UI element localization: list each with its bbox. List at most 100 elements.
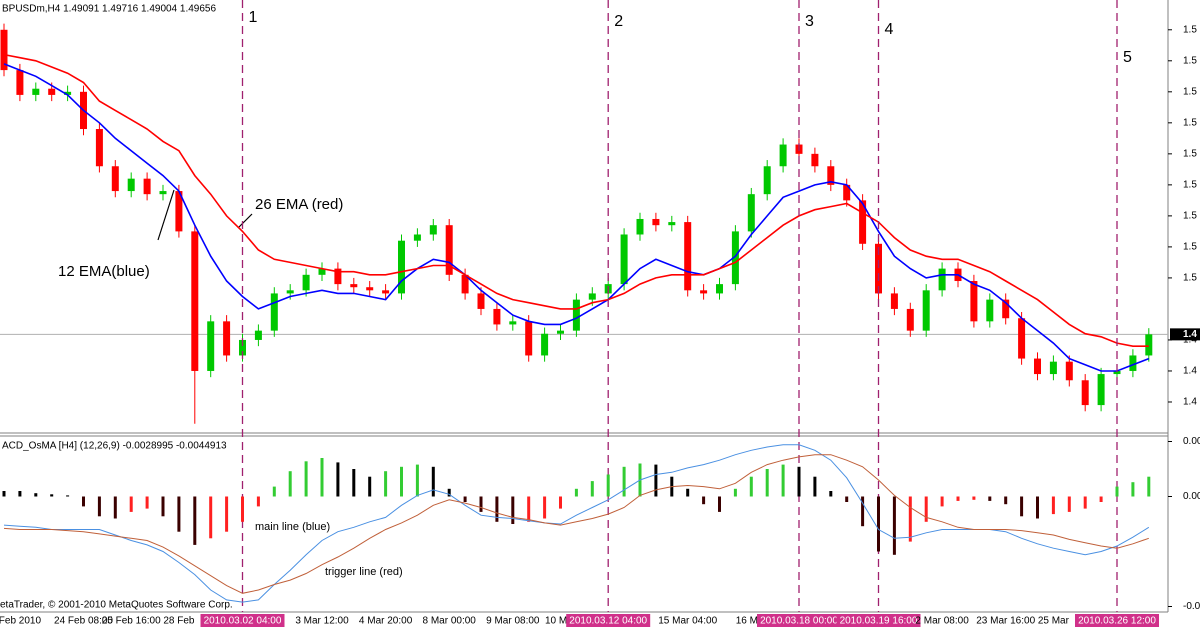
current-price-label: 1.4 bbox=[1183, 329, 1197, 340]
macd-line bbox=[3, 444, 1150, 603]
y-tick-label: 1.5 bbox=[1183, 242, 1197, 253]
candle-body bbox=[1034, 358, 1041, 375]
osma-bar bbox=[66, 495, 70, 497]
candle-body bbox=[509, 321, 517, 325]
candle-body bbox=[239, 339, 246, 356]
marker-label: 5 bbox=[1123, 49, 1132, 66]
osma-bar bbox=[495, 496, 499, 522]
date-highlight bbox=[836, 614, 921, 627]
candle-body bbox=[636, 218, 644, 235]
x-tick-label: 2010.03.12 04:00 bbox=[569, 616, 647, 627]
candle-body bbox=[827, 166, 835, 185]
candle-body bbox=[318, 268, 326, 275]
osma-bar bbox=[352, 469, 356, 497]
osma-bar bbox=[256, 496, 260, 507]
osma-bar bbox=[988, 496, 992, 501]
candle-body bbox=[525, 321, 533, 356]
ema-line bbox=[3, 63, 1150, 372]
osma-bar bbox=[384, 471, 388, 497]
osma-bar bbox=[543, 496, 547, 519]
osma-bar bbox=[733, 488, 737, 497]
candle-body bbox=[445, 225, 453, 275]
osma-bar bbox=[113, 496, 117, 519]
osma-bar bbox=[336, 462, 340, 497]
osma-bar bbox=[161, 496, 165, 517]
osma-bar bbox=[177, 496, 181, 532]
osma-bar bbox=[940, 496, 944, 507]
candle-body bbox=[254, 330, 262, 340]
candle-body bbox=[588, 293, 596, 300]
osma-bar bbox=[1099, 496, 1103, 502]
candle-body bbox=[1049, 361, 1057, 375]
chart-header: BPUSDm,H4 1.49091 1.49716 1.49004 1.4965… bbox=[2, 4, 216, 15]
candle-body bbox=[493, 308, 501, 325]
current-price-box bbox=[1170, 328, 1200, 341]
candle-body bbox=[0, 29, 8, 71]
date-highlight bbox=[200, 614, 285, 627]
candle-body bbox=[302, 274, 310, 291]
osma-bar bbox=[527, 496, 531, 522]
candle-body bbox=[906, 308, 914, 331]
candle-body bbox=[572, 299, 580, 331]
candle-body bbox=[207, 321, 215, 371]
candle-body bbox=[811, 153, 819, 167]
candle-body bbox=[143, 178, 151, 195]
marker-label: 4 bbox=[885, 21, 894, 38]
y-tick-label: 1.5 bbox=[1183, 24, 1197, 35]
osma-bar bbox=[559, 496, 562, 509]
osma-bar bbox=[415, 464, 419, 497]
candle-body bbox=[1113, 370, 1121, 375]
candle-body bbox=[620, 234, 628, 285]
osma-bar bbox=[400, 466, 403, 497]
osma-bar bbox=[368, 476, 372, 497]
y-tick-label: 1.5 bbox=[1183, 117, 1197, 128]
x-tick-label: 25 Feb 16:00 bbox=[102, 616, 161, 627]
x-tick-label: 9 Mar 08:00 bbox=[486, 616, 540, 627]
osma-bar bbox=[129, 496, 133, 512]
osma-bar bbox=[304, 461, 308, 497]
indicator-header: ACD_OsMA [H4] (12,26,9) -0.0028995 -0.00… bbox=[2, 441, 227, 452]
x-tick-label: 10 Mar bbox=[545, 616, 577, 627]
osma-bar bbox=[479, 496, 483, 512]
osma-bar bbox=[1083, 496, 1087, 509]
x-tick-label: 2010.03.19 16:00 bbox=[840, 616, 918, 627]
osma-bar bbox=[511, 496, 515, 524]
candle-body bbox=[461, 274, 469, 294]
candle-body bbox=[64, 91, 72, 95]
osma-bar bbox=[1147, 476, 1151, 497]
annotation: main line (blue) bbox=[255, 521, 330, 533]
x-tick-label: 28 Feb bbox=[163, 616, 195, 627]
y-tick-label: 1.4 bbox=[1183, 397, 1197, 408]
candle-body bbox=[875, 243, 882, 294]
osma-bar bbox=[861, 496, 865, 527]
osma-bar bbox=[1020, 496, 1024, 517]
x-tick-label: 15 Mar 04:00 bbox=[658, 616, 717, 627]
y-tick-label: -0.00 bbox=[1183, 601, 1200, 612]
osma-bar bbox=[829, 491, 833, 497]
candle-body bbox=[95, 129, 103, 167]
osma-bar bbox=[82, 496, 85, 507]
osma-bar bbox=[209, 496, 213, 539]
osma-bar bbox=[877, 496, 880, 552]
candle-body bbox=[1018, 318, 1026, 359]
osma-bar bbox=[447, 488, 451, 497]
osma-bar bbox=[18, 491, 22, 497]
osma-bar bbox=[320, 458, 324, 497]
osma-bar bbox=[749, 476, 753, 497]
candle-body bbox=[1081, 380, 1089, 406]
x-tick-label: 2010.03.02 04:00 bbox=[204, 616, 282, 627]
osma-bar bbox=[908, 496, 912, 542]
y-tick-label: 1.5 bbox=[1183, 180, 1197, 191]
candle-body bbox=[970, 281, 978, 322]
candle-body bbox=[557, 330, 564, 334]
osma-bar bbox=[225, 496, 229, 532]
candle-body bbox=[1002, 299, 1010, 319]
osma-bar bbox=[813, 476, 817, 497]
macd-line bbox=[3, 454, 1149, 594]
osma-bar bbox=[845, 496, 849, 502]
candle-body bbox=[32, 88, 40, 95]
candle-body bbox=[763, 166, 771, 195]
candle-body bbox=[477, 293, 485, 309]
osma-bar bbox=[463, 496, 467, 502]
